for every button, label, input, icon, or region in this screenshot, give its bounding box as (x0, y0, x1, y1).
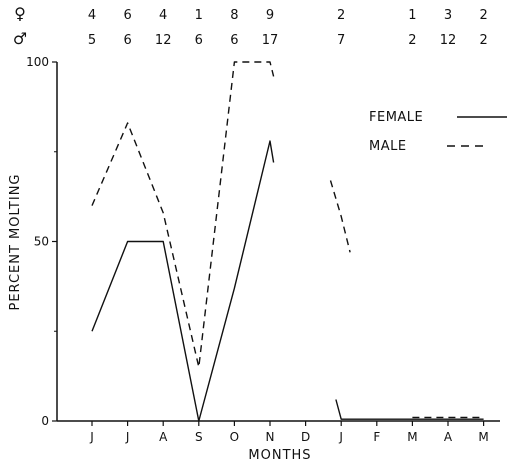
legend-male-label: MALE (369, 139, 407, 154)
x-tick-label: S (195, 430, 203, 444)
x-tick-label: M (407, 430, 417, 444)
male-series-line (91, 61, 275, 368)
male-count: 17 (262, 33, 279, 48)
female-sample-sizes: 4 6 4 1 8 9 2 1 3 2 (88, 8, 488, 23)
female-count: 8 (230, 8, 238, 23)
male-count: 6 (195, 33, 203, 48)
legend-female-label: FEMALE (369, 110, 423, 125)
x-tick-label: J (338, 430, 343, 444)
x-tick-label: O (230, 430, 239, 444)
female-count: 2 (337, 8, 345, 23)
x-tick-label: A (444, 430, 453, 444)
x-tick-label: J (125, 430, 130, 444)
series-layer (91, 61, 484, 422)
legend: FEMALE MALE (369, 110, 507, 154)
male-series-line (329, 180, 351, 253)
y-tick-label: 100 (26, 55, 49, 69)
male-count: 6 (123, 33, 131, 48)
female-count: 4 (88, 8, 96, 23)
male-symbol: ♂ (13, 29, 27, 48)
x-tick-label: A (159, 430, 168, 444)
y-tick-label: 0 (41, 414, 49, 428)
x-tick-label: J (89, 430, 94, 444)
y-axis-label: PERCENT MOLTING (8, 173, 23, 310)
male-count: 2 (408, 33, 416, 48)
x-axis-label: MONTHS (248, 448, 311, 463)
x-tick-label: D (301, 430, 310, 444)
x-tick-label: M (478, 430, 488, 444)
female-series-line (335, 399, 484, 420)
female-series-line (91, 140, 275, 422)
x-tick-label: N (266, 430, 275, 444)
x-tick-label: F (373, 430, 380, 444)
male-count: 12 (155, 33, 172, 48)
female-count: 3 (444, 8, 452, 23)
male-count: 2 (479, 33, 487, 48)
male-count: 12 (440, 33, 457, 48)
female-count: 1 (408, 8, 416, 23)
female-count: 2 (479, 8, 487, 23)
female-count: 6 (123, 8, 131, 23)
male-sample-sizes: 5 6 12 6 6 17 7 2 12 2 (88, 33, 488, 48)
female-count: 4 (159, 8, 167, 23)
y-axis-ticks: 0 50 100 (26, 55, 57, 428)
male-count: 7 (337, 33, 345, 48)
male-count: 5 (88, 33, 96, 48)
male-count: 6 (230, 33, 238, 48)
female-count: 1 (195, 8, 203, 23)
female-symbol: ♀ (14, 4, 26, 23)
female-count: 9 (266, 8, 274, 23)
y-tick-label: 50 (34, 235, 49, 249)
